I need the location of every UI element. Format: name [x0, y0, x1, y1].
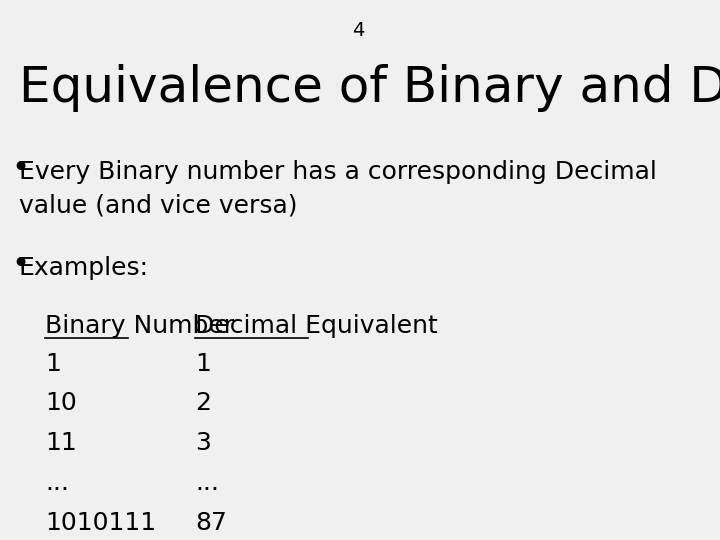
Text: •: • [12, 154, 30, 184]
Text: 11: 11 [45, 431, 77, 455]
Text: 10: 10 [45, 392, 77, 415]
Text: Every Binary number has a corresponding Decimal
value (and vice versa): Every Binary number has a corresponding … [19, 160, 657, 217]
Text: Decimal Equivalent: Decimal Equivalent [195, 314, 438, 338]
Text: 4: 4 [352, 21, 364, 40]
Text: 1: 1 [195, 352, 211, 375]
Text: 3: 3 [195, 431, 211, 455]
Text: 2: 2 [195, 392, 211, 415]
Text: 87: 87 [195, 511, 228, 535]
Text: 1010111: 1010111 [45, 511, 156, 535]
Text: ...: ... [195, 471, 220, 495]
Text: 1: 1 [45, 352, 61, 375]
Text: Equivalence of Binary and Decimal: Equivalence of Binary and Decimal [19, 64, 720, 112]
Text: •: • [12, 251, 30, 279]
Text: Binary Number: Binary Number [45, 314, 234, 338]
Text: Examples:: Examples: [19, 255, 149, 280]
Text: ...: ... [45, 471, 69, 495]
